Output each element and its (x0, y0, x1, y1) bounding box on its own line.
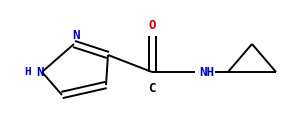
Text: O: O (148, 19, 156, 32)
Text: H: H (25, 67, 31, 77)
Text: N: N (72, 29, 80, 42)
Text: C: C (148, 82, 156, 95)
Text: NH: NH (199, 66, 214, 79)
Text: N: N (36, 66, 44, 79)
